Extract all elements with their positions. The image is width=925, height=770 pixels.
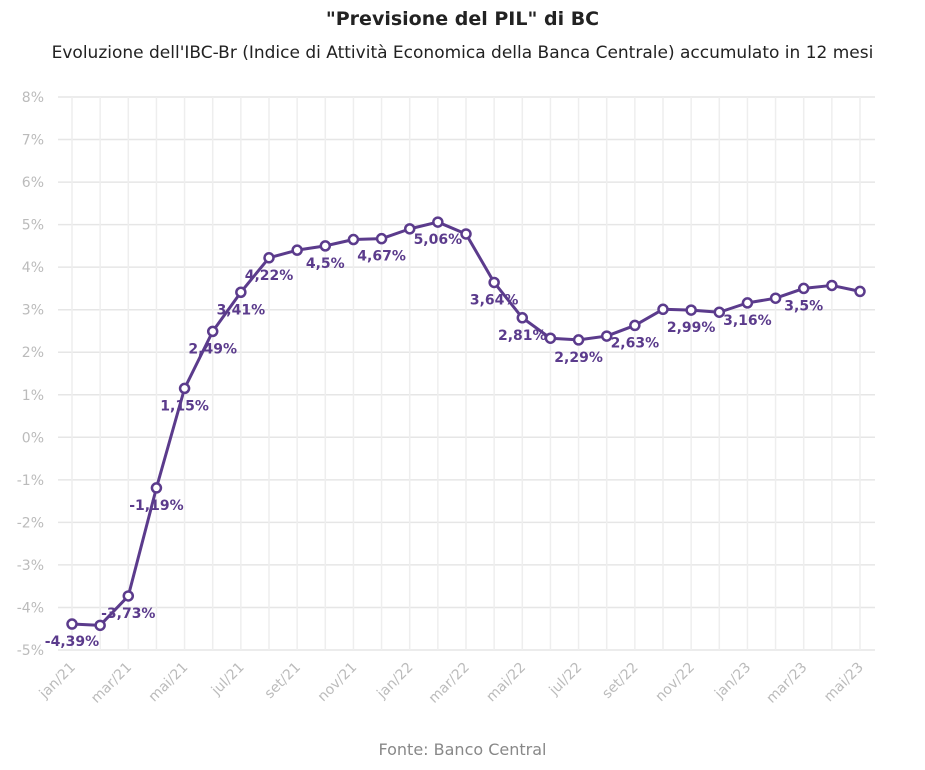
data-point bbox=[600, 330, 613, 342]
y-tick-label: -2% bbox=[17, 515, 44, 531]
y-tick-label: 8% bbox=[22, 90, 44, 106]
data-label: 3,5% bbox=[784, 298, 823, 314]
data-point bbox=[769, 292, 782, 304]
x-tick-label: set/22 bbox=[599, 660, 641, 702]
data-point bbox=[657, 303, 669, 316]
data-label: 5,06% bbox=[414, 232, 463, 248]
y-tick-label: -3% bbox=[17, 558, 44, 574]
data-point bbox=[432, 216, 444, 228]
data-label: -4,39% bbox=[45, 634, 99, 650]
x-tick-label: nov/22 bbox=[653, 660, 698, 705]
y-axis-ticks: -5% -4% -3% -2% -1% 0% 1% 2% 3% 4% 5% 6% 7% 8% bbox=[17, 90, 44, 659]
data-point bbox=[319, 240, 332, 252]
y-tick-label: -5% bbox=[17, 643, 44, 659]
x-tick-label: set/21 bbox=[262, 660, 304, 702]
data-label: 4,5% bbox=[306, 256, 345, 272]
data-label: 2,49% bbox=[188, 341, 237, 357]
data-point bbox=[235, 286, 247, 299]
x-tick-label: mai/22 bbox=[483, 660, 529, 706]
x-tick-label: mar/23 bbox=[764, 660, 811, 707]
data-label: 2,99% bbox=[667, 320, 716, 336]
chart-title: "Previsione del PIL" di BC bbox=[325, 8, 600, 30]
data-point bbox=[150, 482, 163, 494]
y-tick-label: -1% bbox=[17, 473, 44, 489]
data-point bbox=[460, 228, 472, 240]
data-point bbox=[403, 223, 416, 235]
data-label: 3,41% bbox=[217, 302, 266, 318]
data-label: 3,64% bbox=[470, 292, 519, 308]
data-point bbox=[66, 618, 78, 630]
data-point bbox=[263, 252, 275, 264]
chart-source: Fonte: Banco Central bbox=[378, 740, 547, 759]
x-tick-label: mar/21 bbox=[88, 660, 135, 707]
y-tick-label: 7% bbox=[22, 133, 44, 149]
data-point bbox=[544, 332, 557, 344]
data-label: 2,81% bbox=[498, 328, 547, 344]
data-point bbox=[94, 619, 106, 632]
data-label: 3,16% bbox=[723, 313, 772, 329]
y-tick-label: 1% bbox=[22, 388, 44, 404]
x-tick-label: jan/22 bbox=[373, 660, 416, 703]
y-tick-label: -4% bbox=[17, 600, 44, 616]
data-label: 2,29% bbox=[554, 350, 603, 366]
y-tick-label: 6% bbox=[22, 175, 44, 191]
y-tick-label: 4% bbox=[22, 260, 44, 276]
x-axis-ticks: jan/21 mar/21 mai/21 jul/21 set/21 nov/21 jan/… bbox=[36, 660, 867, 707]
x-tick-label: mai/23 bbox=[821, 660, 867, 706]
data-point bbox=[629, 319, 641, 332]
x-tick-label: nov/21 bbox=[315, 660, 360, 705]
y-tick-label: 5% bbox=[22, 218, 44, 234]
data-point bbox=[347, 233, 360, 246]
x-tick-label: jan/21 bbox=[36, 660, 79, 703]
x-tick-label: mar/22 bbox=[426, 660, 473, 707]
data-point bbox=[375, 232, 388, 245]
data-labels: -4,39%-3,73% -1,19% 1,15% 2,49% 3,41% 4,22% 4,… bbox=[45, 232, 823, 650]
data-point bbox=[741, 297, 754, 309]
grid-lines bbox=[58, 96, 875, 651]
x-tick-label: jul/22 bbox=[546, 660, 586, 700]
data-label: 1,15% bbox=[160, 398, 209, 414]
x-tick-label: jan/23 bbox=[711, 660, 754, 703]
data-point bbox=[797, 282, 810, 295]
data-label: -1,19% bbox=[129, 498, 183, 514]
data-point bbox=[826, 279, 838, 292]
data-label: 4,22% bbox=[245, 268, 294, 284]
chart-subtitle: Evoluzione dell'IBC-Br (Indice di Attivi… bbox=[51, 43, 874, 63]
data-label: 2,63% bbox=[611, 335, 660, 351]
data-point bbox=[572, 334, 585, 346]
data-label: -3,73% bbox=[101, 606, 155, 622]
x-tick-label: mai/21 bbox=[146, 660, 192, 706]
data-point bbox=[854, 285, 866, 298]
data-point bbox=[713, 306, 726, 318]
data-point bbox=[122, 590, 135, 602]
y-tick-label: 2% bbox=[22, 345, 44, 361]
data-point bbox=[206, 325, 219, 338]
data-point bbox=[178, 382, 191, 395]
x-tick-label: jul/21 bbox=[208, 660, 248, 700]
data-label: 4,67% bbox=[357, 249, 406, 265]
data-point bbox=[291, 244, 303, 256]
data-point bbox=[488, 276, 500, 289]
y-tick-label: 3% bbox=[22, 303, 44, 319]
data-point bbox=[685, 304, 697, 316]
y-tick-label: 0% bbox=[22, 430, 44, 446]
series-points bbox=[66, 216, 866, 632]
data-point bbox=[516, 312, 529, 324]
